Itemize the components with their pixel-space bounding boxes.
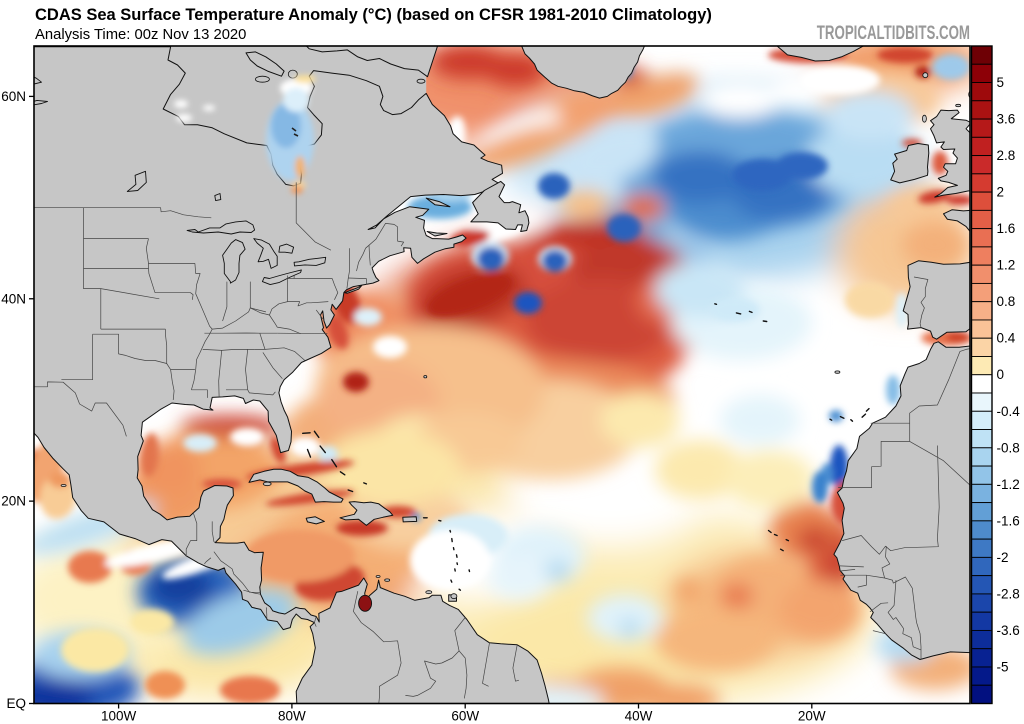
svg-text:Analysis Time: 00z Nov 13 2020: Analysis Time: 00z Nov 13 2020 [35,27,246,43]
svg-text:60W: 60W [451,709,479,724]
svg-text:1.2: 1.2 [997,258,1016,273]
svg-text:20W: 20W [798,709,826,724]
svg-text:20N: 20N [1,494,26,509]
svg-text:2.8: 2.8 [997,148,1016,163]
svg-text:-0.8: -0.8 [997,440,1020,455]
svg-text:-2: -2 [997,550,1009,565]
svg-text:5: 5 [997,75,1005,90]
svg-text:-1.6: -1.6 [997,513,1020,528]
svg-text:CDAS Sea Surface Temperature A: CDAS Sea Surface Temperature Anomaly (°C… [35,6,712,24]
svg-text:0: 0 [997,367,1005,382]
svg-text:EQ: EQ [6,696,26,711]
svg-text:0.8: 0.8 [997,294,1016,309]
svg-text:-3.6: -3.6 [997,623,1020,638]
svg-text:40W: 40W [625,709,653,724]
svg-text:1.6: 1.6 [997,221,1016,236]
svg-text:-2.8: -2.8 [997,586,1020,601]
svg-text:TROPICALTIDBITS.COM: TROPICALTIDBITS.COM [817,23,970,44]
svg-text:2: 2 [997,185,1005,200]
svg-text:3.6: 3.6 [997,112,1016,127]
svg-text:-1.2: -1.2 [997,477,1020,492]
svg-text:-5: -5 [997,660,1009,675]
svg-text:0.4: 0.4 [997,331,1016,346]
svg-text:40N: 40N [1,291,26,306]
svg-text:60N: 60N [1,89,26,104]
svg-text:-0.4: -0.4 [997,404,1021,419]
svg-text:100W: 100W [101,709,137,724]
svg-text:80W: 80W [278,709,306,724]
